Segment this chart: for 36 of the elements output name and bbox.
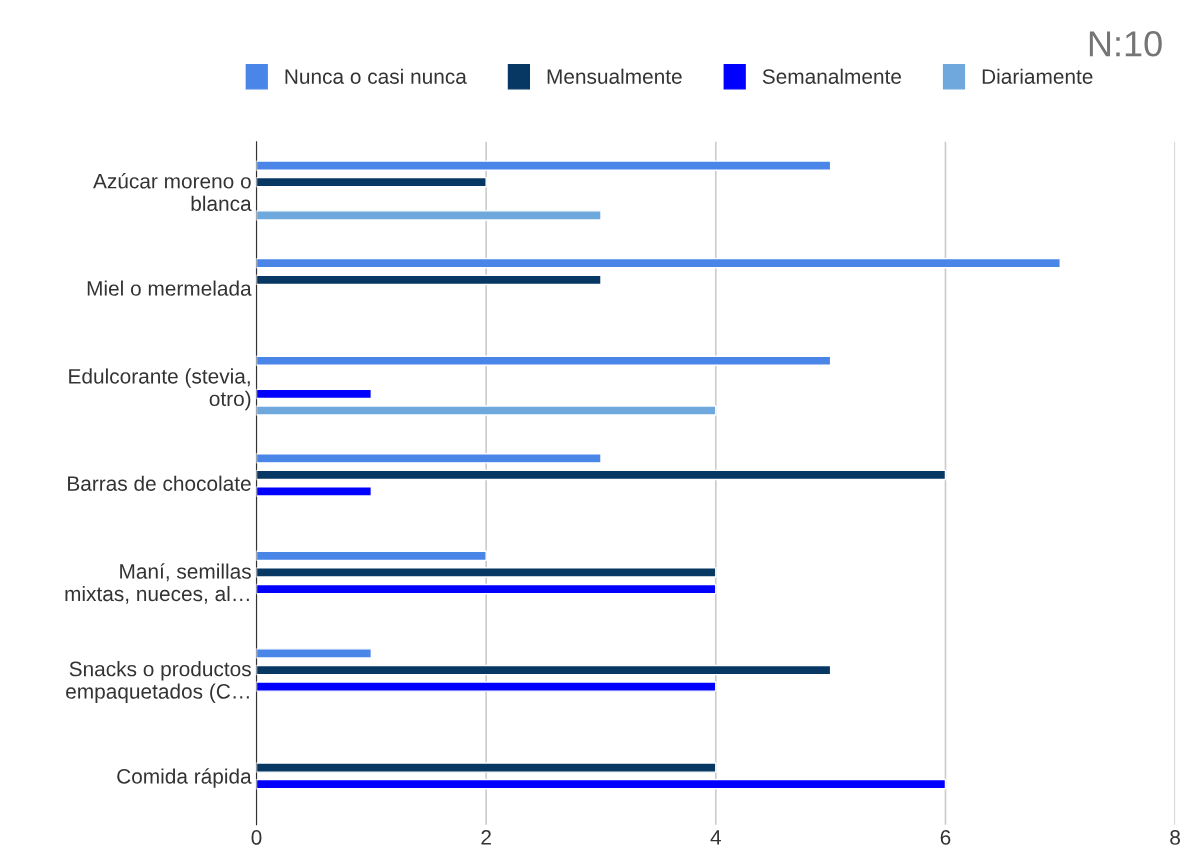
bar	[256, 762, 717, 773]
legend-label: Nunca o casi nunca	[285, 68, 467, 84]
bar	[256, 486, 373, 497]
x-tick-label: 8	[1170, 830, 1180, 845]
bar	[256, 469, 947, 481]
x-tick-label: 6	[940, 830, 951, 845]
bar	[256, 453, 602, 464]
legend-label: Diariamente	[982, 68, 1093, 84]
legend-label: Mensualmente	[547, 68, 682, 84]
bar	[256, 176, 487, 188]
bar	[256, 160, 832, 171]
y-tick-label: Maní, semillas mixtas, nueces, al…	[65, 563, 251, 604]
bar	[256, 388, 373, 400]
y-tick-label: Azúcar moreno o blanca	[93, 173, 252, 211]
bar	[256, 405, 717, 416]
y-tick-label: Barras de chocolate	[68, 475, 251, 491]
bar	[256, 274, 602, 286]
bar	[256, 355, 832, 367]
bar	[256, 567, 717, 578]
bar	[256, 257, 1061, 269]
bar	[256, 583, 717, 595]
bar	[256, 648, 373, 659]
legend-label: Semanalmente	[762, 68, 901, 84]
bar	[256, 550, 487, 562]
y-tick-label: Edulcorante (stevia, otro)	[69, 368, 251, 411]
x-tick-label: 4	[710, 830, 721, 845]
y-tick-label: Miel o mermelada	[87, 280, 252, 296]
x-tick-label: 2	[481, 830, 491, 845]
bar	[256, 778, 947, 790]
y-tick-label: Snacks o productos empaquetados (C…	[66, 661, 251, 703]
bar	[256, 664, 832, 676]
bar	[256, 681, 717, 692]
y-tick-label: Comida rápida	[117, 768, 252, 788]
bar	[256, 210, 602, 221]
x-tick-label: 0	[251, 830, 262, 845]
chart-title: N:10	[1089, 31, 1162, 57]
